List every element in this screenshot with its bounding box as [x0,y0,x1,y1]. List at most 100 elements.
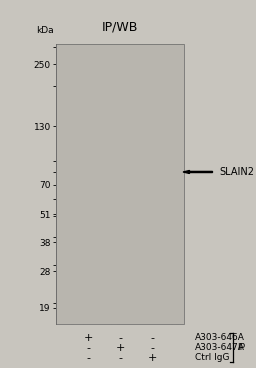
Point [58,316,62,322]
Point [177,175,182,181]
Text: +: + [116,343,125,353]
Point [102,209,106,215]
Point [76,245,80,251]
Point [106,287,110,293]
Point [114,294,118,300]
Point [168,144,172,150]
Point [93,158,97,164]
Point [135,172,139,178]
Point [56,321,60,327]
Point [75,116,79,122]
Point [117,123,121,128]
Point [175,318,179,324]
Point [136,254,140,260]
Point [85,185,89,191]
Point [175,281,179,287]
Point [165,237,169,243]
Point [177,144,181,150]
Point [169,250,174,256]
Text: -: - [118,333,122,343]
Point [114,235,118,241]
Point [173,205,177,211]
Point [163,129,167,135]
Point [105,153,110,159]
Text: -: - [118,353,122,363]
Point [131,120,135,126]
Point [153,138,157,144]
Point [80,296,84,301]
Point [97,208,101,214]
Point [133,177,137,183]
Point [90,256,94,262]
FancyBboxPatch shape [78,170,98,175]
Point [97,209,101,215]
Point [172,151,176,157]
Point [131,269,135,275]
Point [82,243,87,249]
Point [104,141,108,146]
Point [140,272,144,278]
Point [65,315,69,321]
Point [171,232,175,238]
Point [111,184,115,190]
Point [102,239,106,245]
Point [178,248,183,254]
Point [173,205,177,211]
Point [150,321,154,327]
Point [134,272,138,278]
Point [94,109,98,115]
Point [56,112,60,118]
Point [87,248,91,254]
Text: +: + [84,333,93,343]
Text: +: + [148,353,157,363]
Point [134,108,138,114]
Point [160,202,164,208]
Point [157,144,161,149]
Point [124,241,128,247]
Point [115,218,119,224]
Point [92,63,97,69]
Point [175,216,179,222]
FancyBboxPatch shape [118,170,143,175]
Point [134,110,138,116]
Point [116,321,121,327]
Point [169,321,174,327]
Text: -: - [86,353,90,363]
Point [164,286,168,292]
Text: -: - [86,343,90,353]
Point [179,284,184,290]
Point [150,210,154,216]
Point [112,225,116,231]
Point [95,266,99,272]
Point [109,165,113,171]
Point [95,171,100,177]
Point [182,115,186,121]
Point [178,283,182,289]
Point [170,275,174,280]
Point [144,181,148,187]
Point [98,157,102,163]
Point [142,179,146,185]
Point [136,78,141,84]
Point [106,151,110,156]
Point [182,166,186,172]
Point [176,265,180,270]
Point [97,304,101,309]
Point [96,223,100,229]
Point [127,287,132,293]
Point [160,198,164,204]
Point [137,243,141,249]
Point [117,81,121,87]
Text: A303-646A: A303-646A [195,333,244,342]
Point [123,267,127,273]
Point [108,145,112,151]
Point [116,211,120,217]
Point [81,321,85,327]
Point [55,284,59,290]
Point [63,230,67,236]
Point [106,263,110,269]
Point [176,181,180,187]
Point [55,173,59,178]
Point [154,194,158,199]
Point [121,69,125,75]
